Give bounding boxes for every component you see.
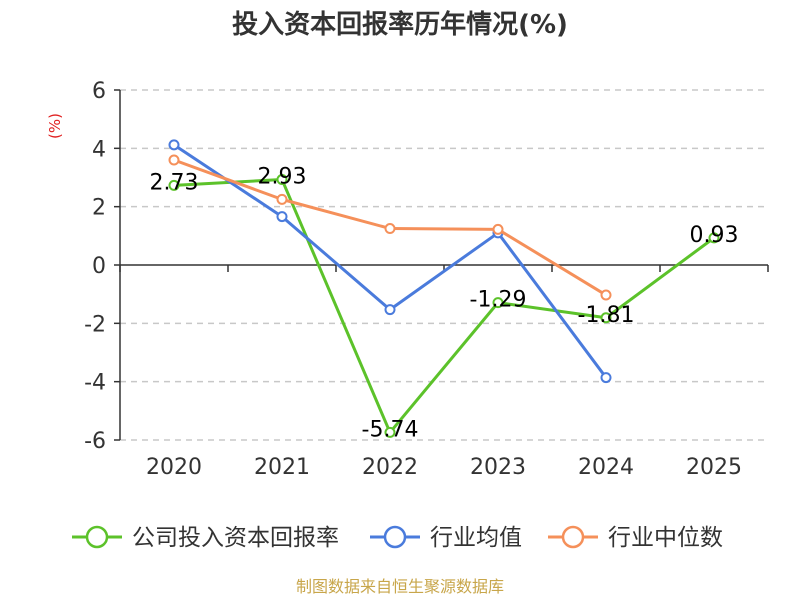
series-line-2 xyxy=(173,143,608,379)
y-tick-label: -2 xyxy=(84,312,106,337)
axes: -6 -4 -2 0 2 4 6 2020 2021 2022 2023 2024 2025 xyxy=(84,79,769,480)
data-label: 0.93 xyxy=(690,223,739,248)
series-1-point xyxy=(708,232,720,244)
data-label: -1.29 xyxy=(470,288,527,313)
series-2-point xyxy=(384,304,396,316)
series-3-point xyxy=(276,193,288,205)
y-tick-label: 0 xyxy=(92,254,106,279)
legend-label: 行业中位数 xyxy=(608,525,723,551)
gridlines xyxy=(120,89,768,441)
series-line-1 xyxy=(173,178,715,434)
series-2-point xyxy=(276,211,288,223)
y-tick-label: -6 xyxy=(84,429,106,454)
series-2-point xyxy=(168,139,180,151)
chart-title: 投入资本回报率历年情况(%) xyxy=(232,9,568,40)
series-1-point xyxy=(600,312,612,324)
series-3-point xyxy=(384,223,396,235)
y-axis-unit-label: (%) xyxy=(46,113,64,139)
legend-swatch-marker xyxy=(85,525,109,549)
legend-label: 公司投入资本回报率 xyxy=(132,525,339,551)
x-tick-label: 2023 xyxy=(470,455,526,480)
data-labels: 2.73 2.93 -5.74 -1.29 -1.81 0.93 xyxy=(150,165,739,443)
series-lines xyxy=(168,139,720,438)
legend-swatch-marker xyxy=(383,525,407,549)
legend-swatch-marker xyxy=(561,525,585,549)
x-tick-label: 2022 xyxy=(362,455,418,480)
series-1-point xyxy=(492,297,504,309)
series-3-point xyxy=(492,223,504,235)
data-label: -5.74 xyxy=(362,417,419,442)
y-tick-label: -4 xyxy=(84,371,106,396)
x-tick-label: 2021 xyxy=(254,455,310,480)
y-tick-label: 6 xyxy=(92,79,106,104)
x-tick-label: 2020 xyxy=(146,455,202,480)
series-1-point xyxy=(384,426,396,438)
series-1-point xyxy=(168,179,180,191)
series-3-point xyxy=(600,289,612,301)
y-tick-label: 2 xyxy=(92,196,106,221)
x-tick-label: 2025 xyxy=(686,455,742,480)
series-2-point xyxy=(600,372,612,384)
legend-label: 行业均值 xyxy=(430,525,522,551)
series-3-point xyxy=(168,154,180,166)
series-1-point xyxy=(276,174,288,186)
data-label: -1.81 xyxy=(578,303,635,328)
data-label: 2.73 xyxy=(150,170,199,195)
legend: 公司投入资本回报率 行业均值 行业中位数 xyxy=(72,525,723,551)
data-label: 2.93 xyxy=(258,165,307,190)
x-tick-label: 2024 xyxy=(578,455,634,480)
source-note: 制图数据来自恒生聚源数据库 xyxy=(296,577,504,596)
y-tick-label: 4 xyxy=(92,137,106,162)
